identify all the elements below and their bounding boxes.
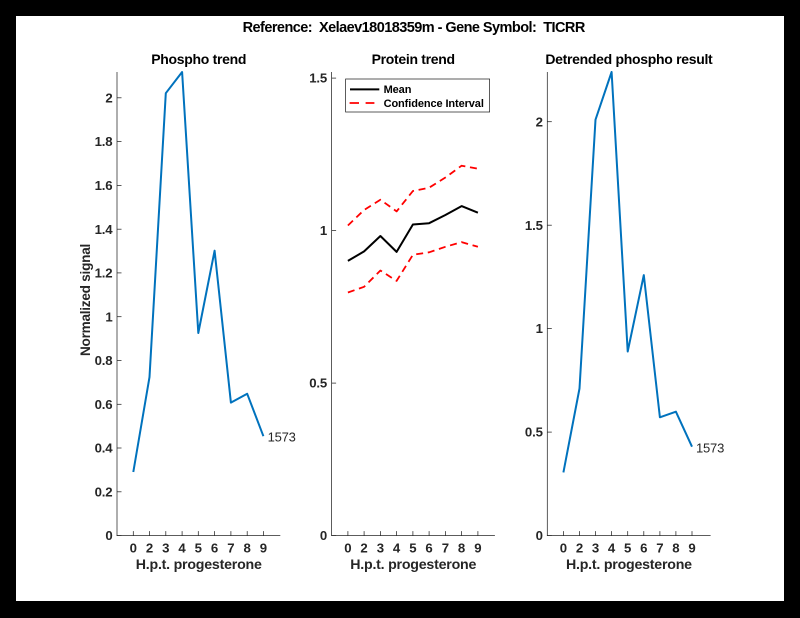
svg-text:6: 6 [425, 541, 432, 556]
svg-text:4: 4 [608, 541, 616, 556]
svg-text:1573: 1573 [268, 429, 296, 444]
svg-text:Reference: Xelaev18018359m -: Reference: Xelaev18018359m - Gene Symbol… [243, 20, 586, 36]
svg-text:H.p.t. progesterone: H.p.t. progesterone [566, 557, 692, 573]
svg-text:5: 5 [624, 541, 631, 556]
svg-text:7: 7 [227, 541, 234, 556]
svg-text:H.p.t. progesterone: H.p.t. progesterone [136, 557, 262, 573]
svg-text:0: 0 [130, 541, 137, 556]
svg-text:8: 8 [244, 541, 251, 556]
svg-text:0.5: 0.5 [309, 376, 327, 391]
svg-text:1: 1 [320, 223, 327, 238]
svg-text:2: 2 [576, 541, 583, 556]
svg-text:1.2: 1.2 [95, 266, 113, 281]
svg-text:4: 4 [178, 541, 186, 556]
svg-text:1: 1 [105, 309, 112, 324]
svg-text:0: 0 [536, 528, 543, 543]
svg-text:8: 8 [458, 541, 465, 556]
svg-text:Phospho trend: Phospho trend [151, 51, 246, 67]
svg-text:1.5: 1.5 [309, 71, 327, 86]
svg-text:0.8: 0.8 [95, 353, 113, 368]
svg-text:3: 3 [377, 541, 384, 556]
svg-text:2: 2 [105, 90, 112, 105]
svg-text:5: 5 [195, 541, 202, 556]
svg-text:0.4: 0.4 [95, 441, 114, 456]
svg-text:2: 2 [146, 541, 153, 556]
svg-text:9: 9 [688, 541, 695, 556]
svg-text:7: 7 [656, 541, 663, 556]
svg-text:Protein trend: Protein trend [372, 51, 455, 67]
svg-text:1.5: 1.5 [525, 218, 543, 233]
svg-text:H.p.t. progesterone: H.p.t. progesterone [350, 557, 476, 573]
svg-text:1.6: 1.6 [95, 178, 113, 193]
svg-text:3: 3 [592, 541, 599, 556]
svg-text:0: 0 [560, 541, 567, 556]
svg-text:1: 1 [536, 321, 543, 336]
svg-text:9: 9 [260, 541, 267, 556]
svg-text:1573: 1573 [696, 441, 724, 456]
svg-text:0: 0 [105, 528, 112, 543]
svg-text:1.8: 1.8 [95, 134, 113, 149]
svg-text:3: 3 [162, 541, 169, 556]
svg-text:8: 8 [672, 541, 679, 556]
svg-text:Normalized signal: Normalized signal [78, 244, 93, 356]
svg-text:Detrended phospho result: Detrended phospho result [545, 51, 713, 67]
svg-text:0.6: 0.6 [95, 397, 113, 412]
svg-text:5: 5 [409, 541, 416, 556]
svg-text:6: 6 [640, 541, 647, 556]
svg-text:0: 0 [320, 528, 327, 543]
svg-text:2: 2 [360, 541, 367, 556]
svg-text:Confidence Interval: Confidence Interval [384, 98, 484, 110]
svg-text:4: 4 [393, 541, 401, 556]
svg-text:1.4: 1.4 [95, 222, 114, 237]
svg-text:9: 9 [474, 541, 481, 556]
svg-text:2: 2 [536, 114, 543, 129]
svg-text:6: 6 [211, 541, 218, 556]
svg-text:0.2: 0.2 [95, 484, 113, 499]
svg-text:0.5: 0.5 [525, 425, 543, 440]
svg-text:7: 7 [442, 541, 449, 556]
svg-text:Mean: Mean [384, 84, 412, 96]
svg-text:0: 0 [344, 541, 351, 556]
